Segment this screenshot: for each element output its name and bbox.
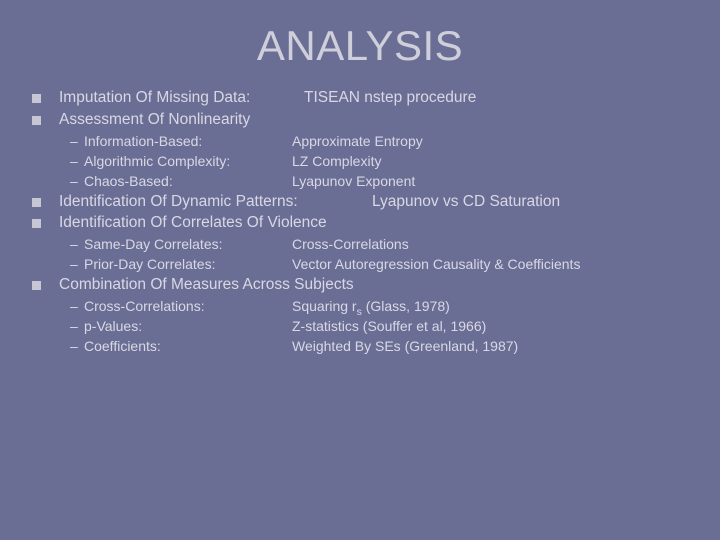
bullet-right: Lyapunov vs CD Saturation — [372, 192, 694, 213]
dash-icon: – — [70, 172, 84, 191]
sub-left: Prior-Day Correlates: — [84, 255, 292, 274]
bullet-right: TISEAN nstep procedure — [304, 88, 694, 109]
slide-title: ANALYSIS — [0, 0, 720, 88]
sub-right: Lyapunov Exponent — [292, 172, 415, 191]
square-bullet-icon — [32, 219, 41, 228]
sub-right: LZ Complexity — [292, 152, 381, 171]
bullet-left: Imputation Of Missing Data: — [59, 88, 304, 109]
sub-prior-day: – Prior-Day Correlates:Vector Autoregres… — [70, 255, 694, 275]
dash-icon: – — [70, 132, 84, 151]
sub-pvalues: – p-Values:Z-statistics (Souffer et al, … — [70, 317, 694, 337]
sub-left: Information-Based: — [84, 132, 292, 151]
dash-icon: – — [70, 152, 84, 171]
square-bullet-icon — [32, 281, 41, 290]
slide-body: Imputation Of Missing Data: TISEAN nstep… — [0, 88, 720, 357]
bullet-assessment: Assessment Of Nonlinearity — [26, 110, 694, 131]
sub-right: Squaring rs (Glass, 1978) — [292, 297, 450, 316]
sub-right: Approximate Entropy — [292, 132, 423, 151]
sub-right: Weighted By SEs (Greenland, 1987) — [292, 337, 518, 356]
dash-icon: – — [70, 235, 84, 254]
dash-icon: – — [70, 337, 84, 356]
sub-same-day: – Same-Day Correlates:Cross-Correlations — [70, 235, 694, 255]
bullet-imputation: Imputation Of Missing Data: TISEAN nstep… — [26, 88, 694, 109]
sub-left: Coefficients: — [84, 337, 292, 356]
sub-left: Chaos-Based: — [84, 172, 292, 191]
square-bullet-icon — [32, 116, 41, 125]
bullet-dynamic-patterns: Identification Of Dynamic Patterns: Lyap… — [26, 192, 694, 213]
dash-icon: – — [70, 255, 84, 274]
sub-coefficients: – Coefficients:Weighted By SEs (Greenlan… — [70, 337, 694, 357]
bullet-left: Combination Of Measures Across Subjects — [59, 275, 694, 296]
sub-algorithmic: – Algorithmic Complexity:LZ Complexity — [70, 152, 694, 172]
bullet-left: Assessment Of Nonlinearity — [59, 110, 694, 131]
square-bullet-icon — [32, 94, 41, 103]
sub-right: Z-statistics (Souffer et al, 1966) — [292, 317, 486, 336]
sub-left: Cross-Correlations: — [84, 297, 292, 316]
sub-left: Algorithmic Complexity: — [84, 152, 292, 171]
sub-right: Vector Autoregression Causality & Coeffi… — [292, 255, 580, 274]
bullet-combination: Combination Of Measures Across Subjects — [26, 275, 694, 296]
sub-right: Cross-Correlations — [292, 235, 409, 254]
sub-information-based: – Information-Based:Approximate Entropy — [70, 132, 694, 152]
dash-icon: – — [70, 297, 84, 316]
square-bullet-icon — [32, 198, 41, 207]
bullet-left: Identification Of Dynamic Patterns: — [59, 192, 372, 213]
sub-left: p-Values: — [84, 317, 292, 336]
sub-left: Same-Day Correlates: — [84, 235, 292, 254]
bullet-correlates-violence: Identification Of Correlates Of Violence — [26, 213, 694, 234]
sub-chaos: – Chaos-Based:Lyapunov Exponent — [70, 172, 694, 192]
bullet-left: Identification Of Correlates Of Violence — [59, 213, 694, 234]
dash-icon: – — [70, 317, 84, 336]
sub-cross-corr: – Cross-Correlations:Squaring rs (Glass,… — [70, 297, 694, 317]
